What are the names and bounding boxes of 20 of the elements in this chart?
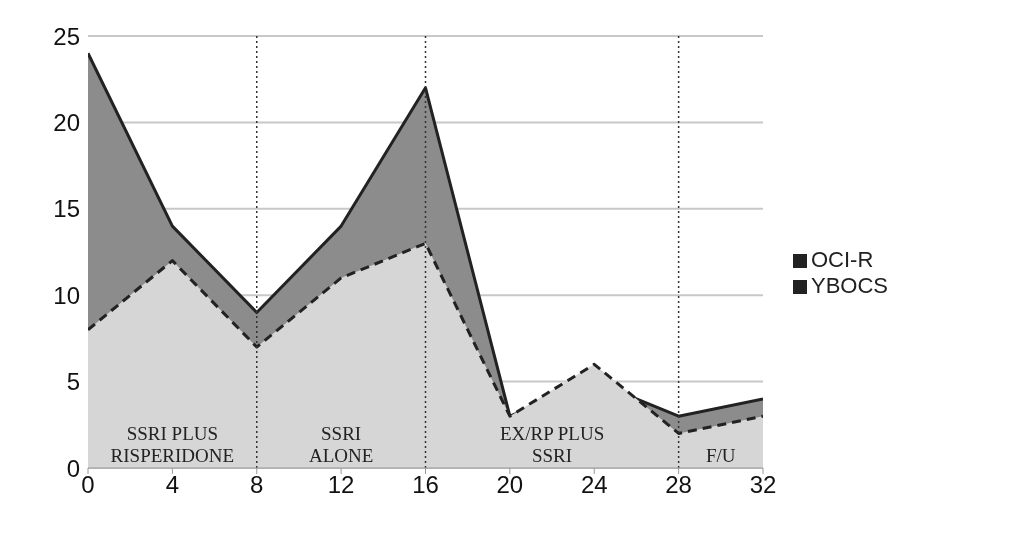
legend-label: OCI-R <box>811 247 874 272</box>
x-tick-label: 20 <box>496 471 524 499</box>
x-tick-label: 4 <box>165 471 180 499</box>
y-tick-label: 15 <box>53 195 80 223</box>
x-tick-label: 8 <box>250 471 264 499</box>
annotation: F/U <box>706 445 736 466</box>
annotation: SSRI PLUS RISPERIDONE <box>110 423 235 466</box>
y-tick-label: 25 <box>53 22 80 50</box>
x-tick-label: 28 <box>665 471 692 499</box>
x-tick-label: 12 <box>327 471 355 499</box>
annotation: EX/RP PLUS SSRI <box>499 423 605 466</box>
annotation: SSRI ALONE <box>308 423 374 466</box>
x-tick-label: 24 <box>580 471 608 499</box>
x-tick-label: 32 <box>749 471 777 499</box>
y-tick-label: 10 <box>53 281 80 309</box>
x-tick-label: 16 <box>412 471 439 499</box>
y-tick-label: 0 <box>66 454 80 482</box>
y-tick-label: 20 <box>53 108 80 136</box>
legend-label: YBOCS <box>811 273 889 298</box>
y-tick-label: 5 <box>66 368 80 396</box>
